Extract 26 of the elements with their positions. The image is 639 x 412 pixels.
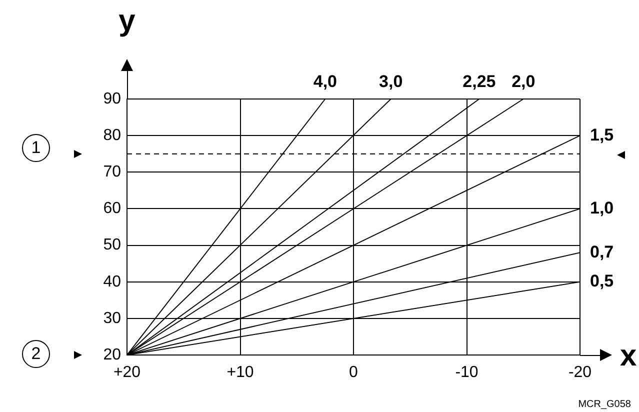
x-tick-label: -20 [568,364,592,382]
series-label: 0,7 [590,242,614,262]
series-label: 4,0 [313,72,338,92]
y-tick-label: 30 [103,310,122,327]
series-label: 1,0 [590,198,614,218]
y-axis-title: y [118,4,136,38]
y-tick-label: 40 [103,273,122,290]
series-label: 2,25 [462,72,496,92]
x-tick-label: +10 [226,364,254,382]
y-tick-label: 90 [103,90,122,108]
y-tick-label: 50 [103,236,122,254]
series-label: 1,5 [590,125,614,144]
text: MCR_G058 [578,399,631,410]
y-tick-label: 80 [103,126,122,144]
y-tick-label: 60 [103,200,122,218]
x-tick-label: -10 [455,364,478,382]
text: 1 [22,134,50,162]
x-tick-label: +20 [113,364,141,382]
series-label: 0,5 [590,272,614,291]
text: 2 [22,340,50,368]
x-axis-title: x [620,339,637,372]
y-tick-label: 20 [103,346,122,364]
x-tick-label: 0 [349,364,358,382]
series-label: 2,0 [512,72,536,92]
y-tick-label: 70 [103,164,122,181]
series-label: 3,0 [379,72,403,92]
